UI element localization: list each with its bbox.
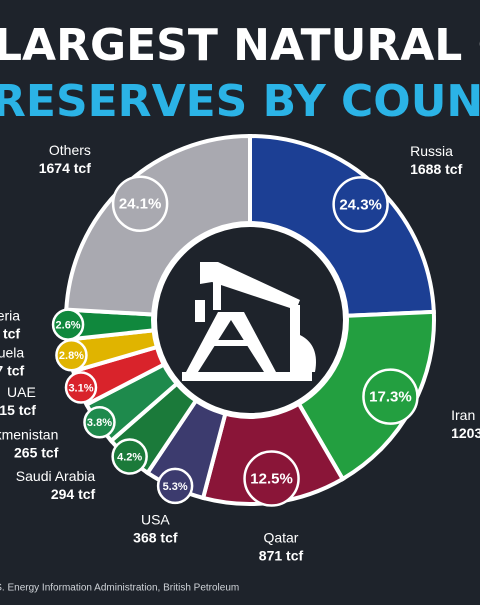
category-label: Turkmenistan — [0, 426, 58, 442]
category-label: Saudi Arabia — [16, 468, 96, 484]
reserve-label: 1203 tcf — [451, 425, 480, 441]
badge — [243, 450, 300, 507]
chart-title: LARGEST NATURAL GAS — [0, 20, 480, 71]
badge — [332, 176, 389, 233]
value-label: 24.3% — [339, 196, 382, 213]
reserve-label: 1688 tcf — [410, 161, 462, 177]
reserve-label: 871 tcf — [259, 548, 304, 564]
reserve-label: 215 tcf — [0, 402, 36, 418]
badge — [64, 371, 98, 404]
value-label: 5.3% — [163, 481, 188, 493]
value-label: 12.5% — [250, 471, 293, 488]
center-icon — [151, 221, 349, 419]
value-label: 4.2% — [117, 451, 142, 463]
badge — [156, 467, 194, 505]
value-label: 2.8% — [59, 350, 84, 362]
badge — [111, 438, 148, 475]
value-label: 3.8% — [87, 417, 112, 429]
value-label: 24.1% — [119, 196, 162, 213]
category-label: USA — [141, 511, 170, 527]
category-label: Venezuela — [0, 345, 24, 361]
reserve-label: 197 tcf — [0, 363, 25, 379]
source: Source: U.S. Energy Information Administ… — [0, 583, 239, 594]
category-label: Nigeria — [0, 307, 20, 323]
chart-subtitle: RESERVES BY COUNTRY — [0, 76, 480, 127]
badge — [51, 308, 85, 341]
category-label: Iran — [451, 407, 475, 423]
value-label: 2.6% — [56, 319, 81, 331]
badge — [83, 406, 116, 439]
value-label: 17.3% — [369, 389, 412, 406]
badge — [362, 368, 419, 425]
category-label: Russia — [410, 143, 453, 159]
badge — [111, 175, 169, 232]
reserve-label: 1674 tcf — [39, 160, 91, 176]
reserve-label: 265 tcf — [14, 444, 59, 460]
reserve-label: 294 tcf — [51, 486, 96, 502]
value-label: 3.1% — [68, 382, 93, 394]
category-label: UAE — [7, 384, 36, 400]
category-label: Qatar — [263, 530, 298, 546]
reserve-label: 180 tcf — [0, 325, 20, 341]
category-label: Others — [49, 142, 91, 158]
badges: 24.3% Russia 1688 tcf 17.3% Iran 1203 tcf 12.5… — [0, 142, 480, 564]
reserve-label: 368 tcf — [133, 529, 178, 545]
